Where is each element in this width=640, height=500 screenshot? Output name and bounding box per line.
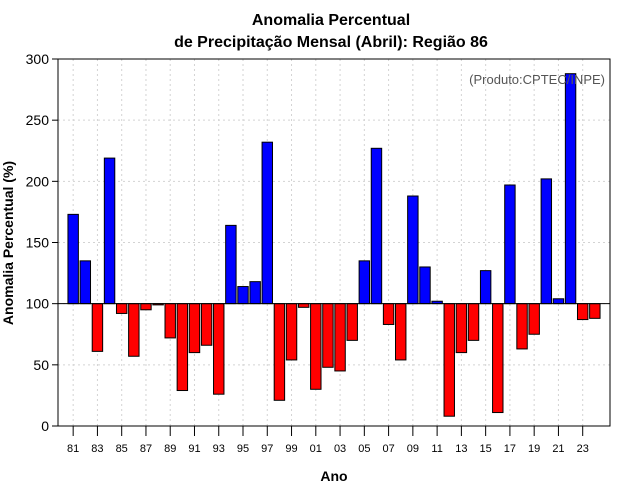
y-tick-label: 0 <box>41 418 49 434</box>
bar-2017 <box>504 184 516 305</box>
bar-1986 <box>128 303 140 357</box>
x-axis: 81 83 85 87 89 91 93 95 97 99 01 03 05 07 09 11 13 15 17 19… <box>67 426 589 455</box>
x-tick-label: 99 <box>285 443 297 455</box>
bar-1998 <box>273 303 286 401</box>
bar-2023 <box>576 303 589 321</box>
x-tick-label: 81 <box>67 443 79 455</box>
bar-2005 <box>358 260 371 305</box>
x-tick-label: 97 <box>261 443 273 455</box>
bar-1987 <box>140 303 152 311</box>
bar-1983 <box>91 303 104 352</box>
bar-1984 <box>103 157 116 305</box>
y-tick-label: 200 <box>26 173 50 189</box>
x-tick-label: 23 <box>577 443 589 455</box>
y-tick-label: 100 <box>26 296 50 312</box>
bar-1990 <box>176 303 189 392</box>
bar-1982 <box>79 260 92 305</box>
bar-1996 <box>249 281 261 305</box>
y-tick-label: 50 <box>33 357 49 373</box>
bar-2000 <box>297 303 310 308</box>
x-tick-label: 05 <box>358 443 370 455</box>
y-tick-label: 250 <box>26 112 50 128</box>
bar-2004 <box>346 303 358 341</box>
x-tick-label: 91 <box>188 443 200 455</box>
bar-2002 <box>322 303 334 368</box>
bar-1993 <box>213 303 225 395</box>
bar-2003 <box>334 303 346 372</box>
bar-2021 <box>552 298 565 305</box>
x-tick-label: 89 <box>164 443 176 455</box>
bar-1989 <box>164 303 176 339</box>
y-tick-label: 300 <box>26 51 50 67</box>
x-tick-label: 09 <box>407 443 419 455</box>
bar-2019 <box>528 303 540 335</box>
bar-2020 <box>540 178 553 305</box>
bar-1992 <box>200 303 213 346</box>
x-tick-label: 15 <box>480 443 492 455</box>
bar-1994 <box>225 224 237 305</box>
x-tick-label: 13 <box>455 443 467 455</box>
bar-2022 <box>564 73 577 305</box>
bar-2006 <box>370 147 383 305</box>
bar-2016 <box>492 303 504 414</box>
chart-title-line1: Anomalia Percentual <box>252 12 410 29</box>
bar-1985 <box>115 303 128 314</box>
x-tick-label: 83 <box>91 443 103 455</box>
bar-2018 <box>516 303 528 350</box>
bar-1995 <box>237 286 249 305</box>
credit-text: (Produto:CPTEC/INPE) <box>469 72 605 87</box>
x-tick-label: 03 <box>334 443 346 455</box>
x-tick-label: 87 <box>140 443 152 455</box>
x-tick-label: 11 <box>431 443 442 455</box>
x-tick-label: 19 <box>528 443 540 455</box>
x-tick-label: 85 <box>116 443 128 455</box>
bar-1981 <box>67 213 79 305</box>
x-tick-label: 17 <box>504 443 516 455</box>
bar-2012 <box>443 303 455 417</box>
grid <box>58 59 610 426</box>
bar-2008 <box>395 303 407 361</box>
bar-2009 <box>407 195 419 305</box>
bar-2013 <box>455 303 468 354</box>
bar-2024 <box>589 303 601 319</box>
x-axis-label: Ano <box>320 468 347 484</box>
chart-title-line2: de Precipitação Mensal (Abril): Região 8… <box>174 34 488 51</box>
x-tick-label: 01 <box>310 443 322 455</box>
x-tick-label: 07 <box>382 443 394 455</box>
y-axis-label: Anomalia Percentual (%) <box>0 161 16 325</box>
bar-2010 <box>419 266 431 305</box>
y-tick-label: 150 <box>26 235 50 251</box>
bar-2001 <box>310 303 322 390</box>
bar-2007 <box>382 303 395 325</box>
bar-2015 <box>479 270 492 305</box>
bar-1997 <box>261 141 273 305</box>
bar-1999 <box>285 303 298 361</box>
x-tick-label: 93 <box>213 443 225 455</box>
x-tick-label: 95 <box>237 443 249 455</box>
bar-1991 <box>188 303 201 354</box>
y-axis: 0 50 100 150 200 250 300 <box>26 51 58 434</box>
x-tick-label: 21 <box>552 443 564 455</box>
bar-2014 <box>467 303 480 341</box>
